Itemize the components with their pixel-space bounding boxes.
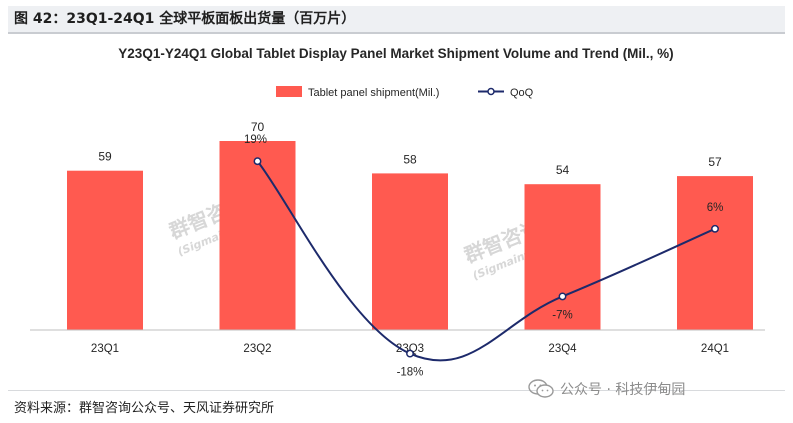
qoq-labels: 19% -18% -7% 6% (244, 134, 723, 378)
x-tick-23Q4: 23Q4 (548, 343, 577, 355)
qoq-point-24Q1 (711, 224, 719, 233)
qoq-label-24Q1: 6% (707, 202, 724, 214)
qoq-label-23Q3: -18% (397, 367, 424, 379)
title-divider (8, 32, 785, 34)
bar-series (67, 141, 753, 330)
wechat-label: 公众号 · 科技伊甸园 (560, 382, 686, 398)
x-tick-labels: 23Q1 23Q2 23Q3 23Q4 24Q1 (91, 343, 729, 355)
footer-divider (8, 390, 785, 391)
legend-swatch-marker (487, 87, 495, 96)
legend: Tablet panel shipment(Mil.) QoQ (276, 86, 534, 99)
qoq-point-23Q4 (558, 292, 567, 301)
bar-24Q1 (677, 176, 753, 330)
qoq-point-23Q3 (406, 349, 414, 358)
qoq-label-23Q4: -7% (552, 309, 572, 321)
figure-title: 图 42：23Q1-24Q1 全球平板面板出货量（百万片） (8, 6, 785, 32)
qoq-point-23Q2 (253, 157, 262, 166)
qoq-points (253, 157, 719, 358)
x-tick-23Q2: 23Q2 (243, 343, 271, 355)
bar-23Q3 (372, 173, 448, 330)
wechat-icon (528, 379, 554, 398)
bar-labels: 59 70 58 54 57 (98, 120, 722, 177)
bar-label-23Q3: 58 (403, 152, 417, 166)
bar-label-23Q4: 54 (556, 163, 570, 177)
legend-label-bar: Tablet panel shipment(Mil.) (308, 87, 439, 99)
legend-label-line: QoQ (510, 87, 534, 99)
chart: Y23Q1-Y24Q1 Global Tablet Display Panel … (30, 46, 765, 379)
x-tick-23Q3: 23Q3 (396, 343, 424, 355)
source-note: 资料来源：群智咨询公众号、天风证券研究所 (14, 401, 275, 416)
x-tick-23Q1: 23Q1 (91, 343, 119, 355)
qoq-line (256, 160, 716, 362)
bar-label-23Q2: 70 (251, 120, 265, 134)
x-tick-24Q1: 24Q1 (701, 343, 729, 355)
legend-swatch-bar (276, 86, 302, 97)
wechat-watermark: 公众号 · 科技伊甸园 (528, 377, 685, 401)
chart-title: Y23Q1-Y24Q1 Global Tablet Display Panel … (118, 46, 673, 61)
bar-23Q2 (219, 141, 296, 330)
qoq-label-23Q2: 19% (244, 134, 267, 146)
bar-23Q1 (67, 170, 143, 330)
bar-label-23Q1: 59 (98, 150, 112, 164)
bar-23Q4 (524, 184, 601, 330)
bar-label-24Q1: 57 (708, 155, 722, 169)
